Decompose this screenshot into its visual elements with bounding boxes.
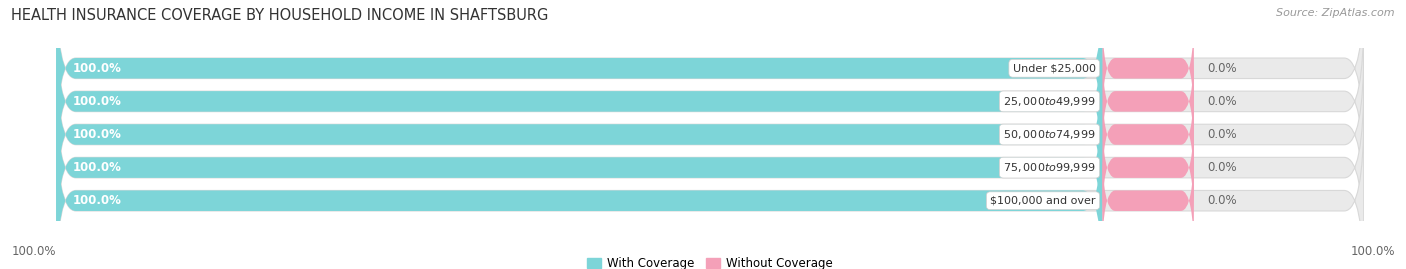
FancyBboxPatch shape <box>56 0 1364 157</box>
Text: 100.0%: 100.0% <box>73 128 121 141</box>
FancyBboxPatch shape <box>1102 12 1194 124</box>
Text: 100.0%: 100.0% <box>73 194 121 207</box>
Text: 0.0%: 0.0% <box>1206 62 1236 75</box>
Text: 0.0%: 0.0% <box>1206 161 1236 174</box>
Text: 0.0%: 0.0% <box>1206 194 1236 207</box>
Text: Under $25,000: Under $25,000 <box>1012 63 1095 73</box>
FancyBboxPatch shape <box>56 45 1364 224</box>
FancyBboxPatch shape <box>1102 112 1194 224</box>
Text: 100.0%: 100.0% <box>73 161 121 174</box>
Text: 100.0%: 100.0% <box>73 95 121 108</box>
FancyBboxPatch shape <box>56 112 1102 269</box>
Text: 100.0%: 100.0% <box>73 62 121 75</box>
FancyBboxPatch shape <box>56 12 1102 190</box>
FancyBboxPatch shape <box>56 79 1102 257</box>
Text: Source: ZipAtlas.com: Source: ZipAtlas.com <box>1277 8 1395 18</box>
FancyBboxPatch shape <box>56 45 1102 224</box>
Legend: With Coverage, Without Coverage: With Coverage, Without Coverage <box>586 257 834 269</box>
FancyBboxPatch shape <box>56 79 1364 257</box>
FancyBboxPatch shape <box>56 0 1102 157</box>
FancyBboxPatch shape <box>1102 45 1194 157</box>
Text: 100.0%: 100.0% <box>1350 245 1395 258</box>
FancyBboxPatch shape <box>56 112 1364 269</box>
Text: $50,000 to $74,999: $50,000 to $74,999 <box>1004 128 1095 141</box>
FancyBboxPatch shape <box>1102 79 1194 190</box>
Text: 100.0%: 100.0% <box>11 245 56 258</box>
FancyBboxPatch shape <box>1102 145 1194 257</box>
Text: 0.0%: 0.0% <box>1206 95 1236 108</box>
Text: 0.0%: 0.0% <box>1206 128 1236 141</box>
Text: HEALTH INSURANCE COVERAGE BY HOUSEHOLD INCOME IN SHAFTSBURG: HEALTH INSURANCE COVERAGE BY HOUSEHOLD I… <box>11 8 548 23</box>
Text: $25,000 to $49,999: $25,000 to $49,999 <box>1004 95 1095 108</box>
FancyBboxPatch shape <box>56 12 1364 190</box>
Text: $100,000 and over: $100,000 and over <box>990 196 1095 206</box>
Text: $75,000 to $99,999: $75,000 to $99,999 <box>1004 161 1095 174</box>
